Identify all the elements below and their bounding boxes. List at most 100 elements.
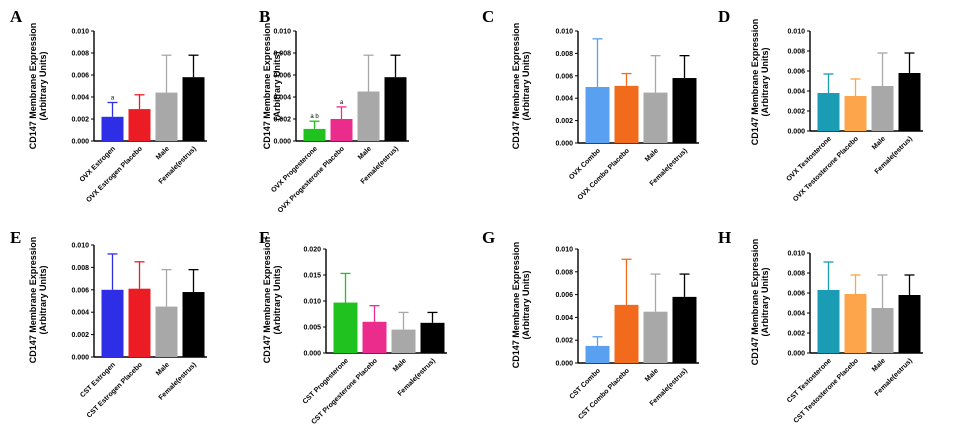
y-tick-label: 0.004 xyxy=(787,89,805,96)
bar-male xyxy=(155,306,178,357)
category-label: Male xyxy=(644,367,660,383)
category-label: Male xyxy=(357,145,373,161)
y-axis-label-line: CD147 Membrane Expression xyxy=(511,242,521,369)
bar-female-estrus xyxy=(898,295,921,353)
bar-male xyxy=(643,92,668,143)
y-axis-label-line: (Arbitrary Units) xyxy=(38,265,48,334)
y-axis-label-h: CD147 Membrane Expression(Arbitrary Unit… xyxy=(750,239,770,366)
panel-letter-g: G xyxy=(482,228,495,247)
y-tick-label: 0.008 xyxy=(71,51,89,58)
bar-ovx-combo-placebo xyxy=(614,85,639,143)
bar-ovx-progesterone-placebo xyxy=(330,119,353,141)
bar-cst-testosterone-placebo xyxy=(844,294,867,353)
bar-ovx-testosterone xyxy=(817,93,840,131)
y-tick-label: 0.006 xyxy=(273,73,291,80)
y-axis-label-line: CD147 Membrane Expression xyxy=(262,237,272,364)
bar-cst-testosterone xyxy=(817,290,840,353)
y-axis-label-line: CD147 Membrane Expression xyxy=(262,23,272,150)
bar-male xyxy=(871,308,894,353)
y-tick-label: 0.002 xyxy=(273,117,291,124)
y-tick-label: 0.004 xyxy=(71,310,89,317)
y-tick-label: 0.010 xyxy=(303,299,321,306)
category-label: CST Combo Placebo xyxy=(577,367,631,421)
category-label: Male xyxy=(871,135,887,151)
category-label: Male xyxy=(871,357,887,373)
y-tick-label: 0.002 xyxy=(787,109,805,116)
y-tick-label: 0.010 xyxy=(71,29,89,36)
bar-cst-progesterone-placebo xyxy=(362,321,387,353)
y-tick-label: 0.004 xyxy=(71,95,89,102)
bar-ovx-estrogen-placebo xyxy=(128,109,151,141)
panel-letter-h: H xyxy=(718,228,731,247)
y-tick-label: 0.010 xyxy=(71,243,89,250)
y-tick-label: 0.004 xyxy=(555,315,573,322)
y-tick-label: 0.002 xyxy=(787,331,805,338)
bar-male xyxy=(871,86,894,131)
y-tick-label: 0.006 xyxy=(787,69,805,76)
y-axis-label-line: CD147 Membrane Expression xyxy=(750,19,760,146)
y-tick-label: 0.000 xyxy=(71,139,89,146)
y-axis-label-b: CD147 Membrane Expression(Arbitrary Unit… xyxy=(262,23,282,150)
y-tick-label: 0.008 xyxy=(273,51,291,58)
category-label: Male xyxy=(644,147,660,163)
y-tick-label: 0.010 xyxy=(555,29,573,36)
y-tick-label: 0.006 xyxy=(555,73,573,80)
y-axis-label-d: CD147 Membrane Expression(Arbitrary Unit… xyxy=(750,19,770,146)
y-tick-label: 0.008 xyxy=(555,51,573,58)
y-axis-label-g: CD147 Membrane Expression(Arbitrary Unit… xyxy=(511,242,531,369)
y-tick-label: 0.020 xyxy=(303,247,321,254)
y-tick-label: 0.010 xyxy=(787,251,805,258)
panel-letter-f: F xyxy=(259,228,269,247)
bar-female-estrus xyxy=(182,77,205,141)
panel-g: G CD147 Membrane Expression(Arbitrary Uni… xyxy=(482,228,699,421)
y-axis-label-line: (Arbitrary Units) xyxy=(521,270,531,339)
y-tick-label: 0.010 xyxy=(555,247,573,254)
y-tick-label: 0.000 xyxy=(555,361,573,368)
panel-d: D CD147 Membrane Expression(Arbitrary Uni… xyxy=(718,7,923,203)
y-tick-label: 0.004 xyxy=(787,311,805,318)
bar-male xyxy=(357,91,380,141)
y-axis-label-line: CD147 Membrane Expression xyxy=(28,23,38,150)
y-tick-label: 0.000 xyxy=(787,129,805,136)
bar-ovx-progesterone xyxy=(303,128,326,141)
y-axis-label-line: (Arbitrary Units) xyxy=(272,265,282,334)
bar-male xyxy=(391,329,416,353)
panel-letter-d: D xyxy=(718,7,730,26)
y-axis-label-f: CD147 Membrane Expression(Arbitrary Unit… xyxy=(262,237,282,364)
y-tick-label: 0.008 xyxy=(787,49,805,56)
significance-label: a xyxy=(340,100,344,106)
y-axis-label-line: CD147 Membrane Expression xyxy=(28,237,38,364)
y-tick-label: 0.002 xyxy=(71,117,89,124)
panel-h: H CD147 Membrane Expression(Arbitrary Uni… xyxy=(718,228,923,425)
bar-cst-combo xyxy=(585,345,610,363)
panel-letter-c: C xyxy=(482,7,494,26)
y-axis-label-c: CD147 Membrane Expression(Arbitrary Unit… xyxy=(511,23,531,150)
bar-ovx-combo xyxy=(585,87,610,143)
y-tick-label: 0.015 xyxy=(303,273,321,280)
panel-a: A CD147 Membrane Expression(Arbitrary Uni… xyxy=(10,7,207,204)
panel-c: C CD147 Membrane Expression(Arbitrary Uni… xyxy=(482,7,699,202)
category-label: CST Testosterone xyxy=(786,357,833,404)
y-axis-label-line: (Arbitrary Units) xyxy=(760,267,770,336)
y-tick-label: 0.006 xyxy=(71,73,89,80)
panel-letter-b: B xyxy=(259,7,270,26)
y-tick-label: 0.000 xyxy=(787,351,805,358)
y-axis-label-line: (Arbitrary Units) xyxy=(521,51,531,120)
y-tick-label: 0.002 xyxy=(555,338,573,345)
category-label: Male xyxy=(155,361,171,377)
bar-female-estrus xyxy=(420,322,445,353)
y-tick-label: 0.002 xyxy=(71,332,89,339)
y-tick-label: 0.010 xyxy=(273,29,291,36)
bar-female-estrus xyxy=(672,296,697,363)
y-tick-label: 0.004 xyxy=(555,96,573,103)
category-label: CST Progesterone Placebo xyxy=(310,357,378,425)
y-axis-label-line: (Arbitrary Units) xyxy=(272,51,282,120)
category-label: OVX Testosterone xyxy=(785,135,833,183)
y-tick-label: 0.002 xyxy=(555,118,573,125)
y-tick-label: 0.006 xyxy=(71,287,89,294)
y-axis-label-line: (Arbitrary Units) xyxy=(760,47,770,116)
y-tick-label: 0.000 xyxy=(303,351,321,358)
panel-letter-e: E xyxy=(10,228,21,247)
category-label: Male xyxy=(392,357,408,373)
bar-cst-estrogen-placebo xyxy=(128,288,151,357)
